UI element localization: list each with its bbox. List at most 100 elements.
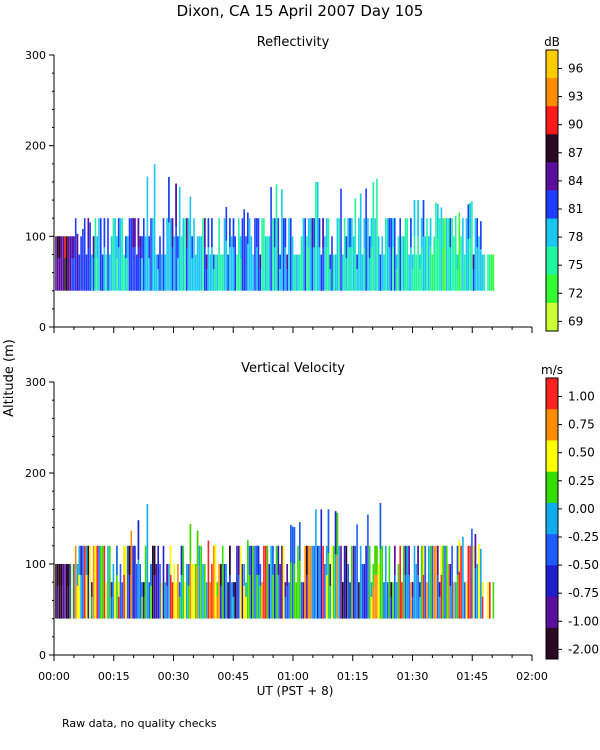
data-bar [153, 545, 156, 619]
data-bar [236, 254, 238, 291]
colorbar-label: 0.25 [568, 474, 595, 488]
data-bar-segment [168, 177, 170, 223]
data-bar-segment [299, 522, 301, 561]
data-bar [132, 545, 134, 619]
data-bar-segment [229, 218, 231, 248]
data-bar-segment [141, 236, 143, 259]
data-bar-segment [80, 545, 82, 575]
data-bar [363, 564, 366, 619]
data-bar [137, 520, 140, 619]
data-bar [316, 545, 319, 619]
data-bar [417, 545, 419, 619]
data-bar-segment [306, 545, 308, 575]
data-bar [116, 236, 118, 291]
data-bar [453, 582, 455, 619]
data-bar-segment [152, 545, 154, 575]
data-bar [207, 540, 210, 619]
data-bar-segment [329, 564, 331, 586]
data-bar [327, 218, 330, 291]
data-bar [247, 212, 249, 291]
data-bar [385, 545, 387, 619]
data-bar [130, 530, 133, 619]
data-bar [318, 218, 321, 291]
data-bar-segment [256, 545, 258, 575]
data-bar-segment [469, 202, 471, 238]
data-bar [415, 254, 418, 291]
data-bar [272, 218, 274, 291]
data-bar-segment [67, 564, 70, 586]
data-bar [325, 218, 328, 291]
data-bar [440, 207, 443, 291]
data-bar [442, 218, 444, 291]
colorbar-swatch [546, 246, 558, 276]
data-bar [458, 212, 461, 291]
data-bar-segment [327, 509, 330, 554]
data-bar-segment [116, 236, 118, 259]
data-bar [78, 545, 81, 619]
data-bar-segment [166, 564, 168, 586]
colorbar-label: 87 [568, 146, 583, 160]
data-bar [354, 198, 357, 291]
data-bar [370, 582, 373, 619]
data-bar [256, 545, 258, 619]
data-bar [126, 236, 129, 291]
data-bar [420, 218, 423, 291]
data-bar-segment [134, 218, 136, 248]
data-bar [100, 545, 102, 619]
data-bar [297, 545, 299, 619]
data-bar [266, 545, 269, 619]
data-bar-segment [96, 236, 98, 259]
data-bar [62, 236, 64, 291]
data-bar-segment [286, 254, 288, 269]
data-bar [159, 564, 161, 619]
colorbar-label: 84 [568, 174, 583, 188]
data-bar [60, 564, 63, 619]
colorbar-swatch [546, 78, 558, 107]
data-bar [437, 204, 439, 291]
data-bar-segment [404, 545, 407, 575]
data-bar [299, 522, 301, 619]
data-bar [257, 545, 260, 619]
data-bar [123, 545, 125, 619]
data-bar-segment [132, 218, 134, 248]
data-bar [107, 545, 109, 619]
data-bar [313, 218, 315, 291]
data-bar [469, 545, 471, 619]
data-bar [254, 545, 256, 619]
data-bar [252, 545, 254, 619]
data-bar [83, 218, 86, 291]
data-bar-segment [390, 582, 392, 597]
data-bar [370, 218, 373, 291]
data-bar [472, 254, 475, 291]
data-bar [361, 254, 364, 291]
data-bar-segment [336, 512, 339, 556]
data-bar [313, 545, 315, 619]
data-bar [474, 218, 477, 291]
data-bar [155, 564, 158, 619]
data-bar [306, 236, 308, 291]
data-bar [471, 201, 473, 291]
data-bar [291, 236, 294, 291]
data-bar [492, 582, 495, 619]
data-bar-segment [247, 212, 249, 244]
data-bar [410, 582, 412, 619]
data-bar [462, 218, 464, 291]
data-bar-segment [126, 236, 129, 259]
x-tick-label: 00:45 [217, 670, 249, 683]
data-bar [218, 218, 220, 291]
data-bar [311, 218, 314, 291]
data-bar [126, 545, 129, 619]
data-bar-segment [180, 545, 183, 575]
data-bar-segment [211, 218, 213, 248]
x-tick-label: 00:15 [98, 670, 130, 683]
data-bar [139, 564, 141, 619]
data-bar [96, 236, 98, 291]
data-bar [91, 254, 93, 291]
data-bar [143, 218, 145, 291]
data-bar [135, 254, 138, 291]
data-bar [388, 545, 391, 619]
data-bar-segment [85, 545, 88, 575]
data-bar [304, 545, 306, 619]
data-bar [383, 582, 385, 619]
data-bar [377, 236, 380, 291]
